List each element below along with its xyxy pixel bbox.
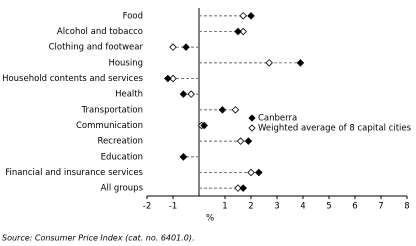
dot: [164, 74, 172, 83]
x-tick-label: -1: [169, 202, 177, 212]
dot: [169, 74, 177, 83]
category-label: Housing: [108, 58, 143, 68]
dot: [239, 184, 247, 192]
dot: [179, 153, 188, 161]
category-label: Recreation: [98, 137, 143, 147]
x-tick-label: 5: [326, 202, 331, 212]
dot: [247, 12, 255, 20]
dot: [296, 59, 305, 67]
dot: [239, 12, 247, 20]
dot: [187, 90, 195, 98]
dot: [239, 27, 247, 36]
x-tick-label: 4: [300, 202, 305, 212]
dot: [179, 90, 188, 98]
x-tick-label: 1: [222, 202, 227, 212]
category-label: Transportation: [81, 105, 143, 115]
dot: [182, 43, 190, 51]
category-label: All groups: [101, 184, 144, 194]
category-label: Alcohol and tobacco: [57, 27, 143, 37]
dot: [265, 59, 273, 67]
dot: [255, 168, 263, 177]
category-label: Education: [101, 152, 143, 162]
category-label: Clothing and footwear: [49, 43, 144, 53]
dot: [244, 137, 253, 145]
legend-marker: [248, 124, 256, 132]
x-tick-label: 8: [404, 202, 409, 212]
category-label: Household contents and services: [2, 74, 143, 84]
category-label: Communication: [76, 121, 143, 131]
x-tick-label: 2: [248, 202, 253, 212]
dot: [169, 43, 177, 51]
legend-label: Canberra: [258, 114, 297, 124]
source-note: Source: Consumer Price Index (cat. no. 6…: [2, 234, 194, 243]
category-label: Food: [123, 11, 143, 21]
x-tick-label: 7: [378, 202, 383, 212]
x-tick-label: -2: [143, 202, 151, 212]
dot: [234, 184, 242, 192]
category-label: Health: [115, 90, 143, 100]
x-axis-label: %: [206, 214, 214, 224]
dot: [231, 106, 240, 114]
category-label: Financial and insurance services: [5, 168, 143, 178]
legend-marker: [248, 114, 256, 122]
dot: [247, 168, 255, 177]
dot: [218, 106, 227, 114]
dot: [236, 137, 245, 145]
x-tick-label: 6: [352, 202, 357, 212]
legend-label: Weighted average of 8 capital cities: [258, 124, 412, 134]
x-tick-label: 3: [274, 202, 279, 212]
dot: [200, 121, 208, 130]
dot: [234, 27, 242, 36]
